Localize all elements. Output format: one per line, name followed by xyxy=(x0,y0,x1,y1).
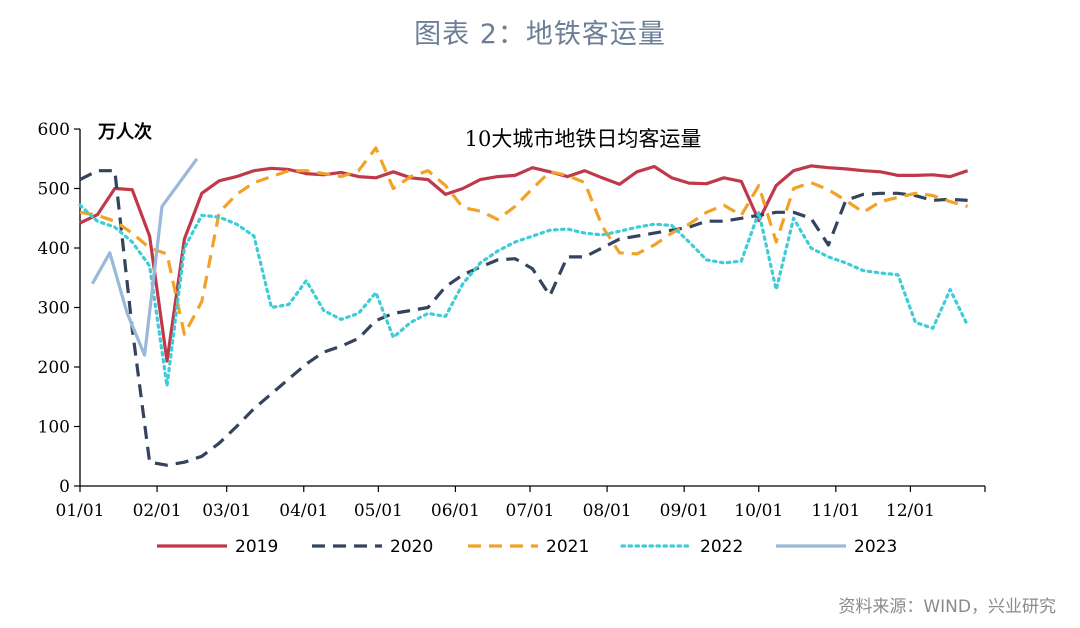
y-tick-label: 500 xyxy=(38,180,70,200)
legend-label-2023: 2023 xyxy=(854,537,897,557)
x-tick-label: 07/01 xyxy=(506,501,555,521)
x-tick-label: 05/01 xyxy=(354,501,403,521)
legend-label-2019: 2019 xyxy=(235,537,278,557)
y-tick-label: 400 xyxy=(38,239,70,259)
legend-label-2021: 2021 xyxy=(546,537,589,557)
chart-axes: 0 100 200 300 400 500 600 01/01 02/01 03/01 04/01 0… xyxy=(38,120,986,521)
x-tick-label: 02/01 xyxy=(133,501,182,521)
series-line-2022 xyxy=(78,203,970,388)
y-tick-label: 0 xyxy=(59,477,70,497)
figure-title: 图表 2：地铁客运量 xyxy=(414,19,666,50)
y-tick-label: 100 xyxy=(38,418,70,438)
x-tick-label: 06/01 xyxy=(431,501,480,521)
y-tick-label: 300 xyxy=(38,299,70,319)
chart-title: 10大城市地铁日均客运量 xyxy=(465,127,702,151)
x-tick-label: 10/01 xyxy=(734,501,783,521)
y-tick-label: 200 xyxy=(38,358,70,378)
source-note: 资料来源：WIND，兴业研究 xyxy=(838,597,1056,617)
series-line-2021 xyxy=(79,146,969,336)
series-line-2023 xyxy=(91,157,199,357)
series-line-2019 xyxy=(79,164,969,363)
legend-label-2022: 2022 xyxy=(700,537,743,557)
series-layer xyxy=(78,146,970,467)
y-tick-label: 600 xyxy=(38,120,70,140)
y-unit-label: 万人次 xyxy=(97,121,152,143)
x-tick-label: 01/01 xyxy=(56,501,105,521)
legend-label-2020: 2020 xyxy=(390,537,433,557)
x-tick-label: 12/01 xyxy=(886,501,935,521)
x-tick-label: 04/01 xyxy=(279,501,328,521)
x-tick-label: 08/01 xyxy=(583,501,632,521)
series-line-2020 xyxy=(79,169,968,467)
x-tick-label: 03/01 xyxy=(202,501,251,521)
x-tick-label: 09/01 xyxy=(660,501,709,521)
x-tick-label: 11/01 xyxy=(811,501,860,521)
legend: 2019 2020 2021 2022 2023 xyxy=(157,537,897,557)
